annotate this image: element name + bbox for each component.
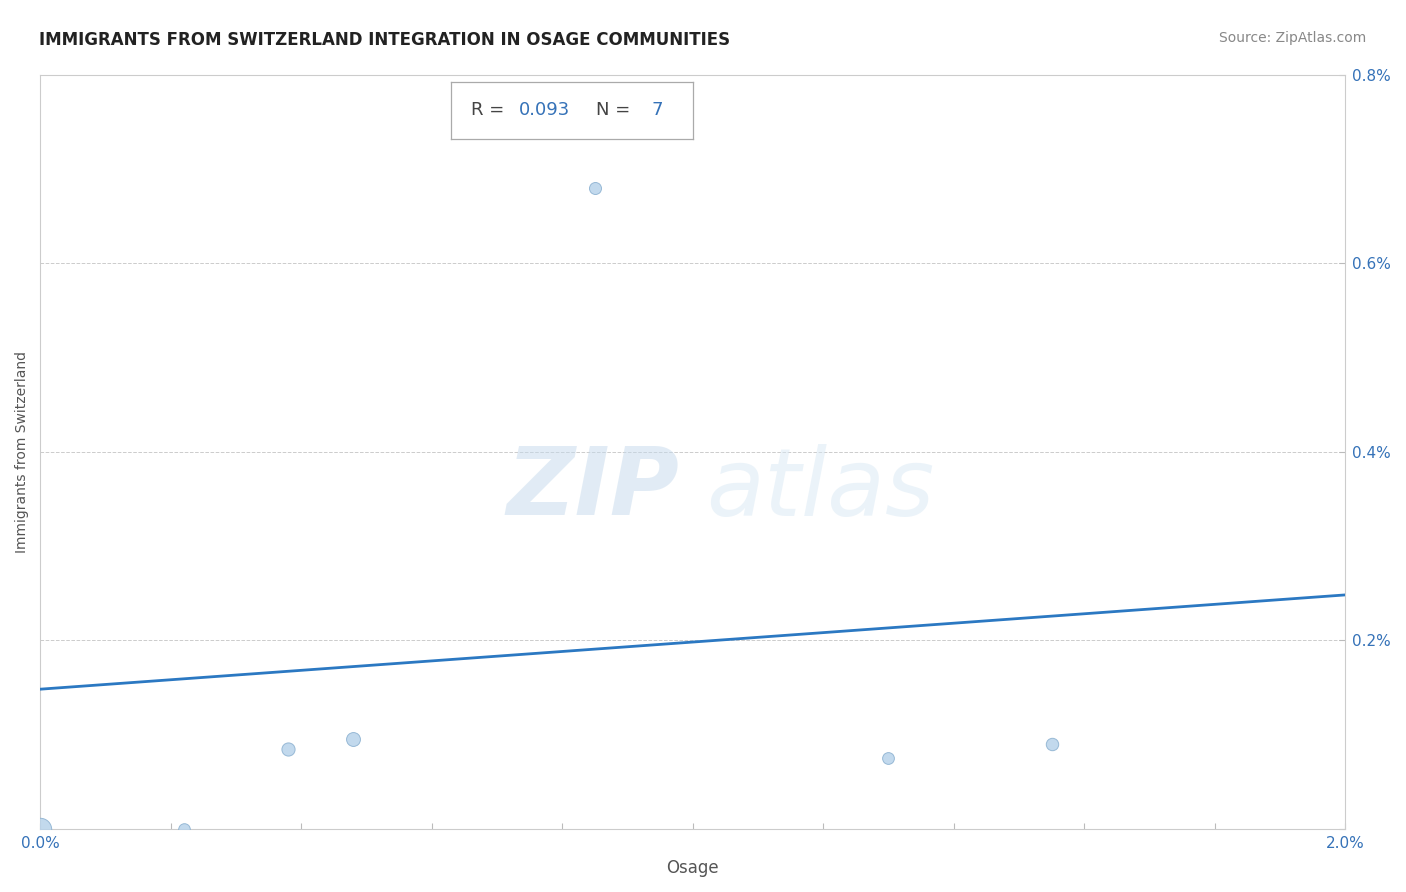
Point xyxy=(877,751,900,765)
Text: atlas: atlas xyxy=(706,444,934,535)
Text: Source: ZipAtlas.com: Source: ZipAtlas.com xyxy=(1219,31,1367,45)
Y-axis label: Immigrants from Switzerland: Immigrants from Switzerland xyxy=(15,351,30,553)
X-axis label: Osage: Osage xyxy=(666,859,718,877)
Text: IMMIGRANTS FROM SWITZERLAND INTEGRATION IN OSAGE COMMUNITIES: IMMIGRANTS FROM SWITZERLAND INTEGRATION … xyxy=(39,31,731,49)
Point xyxy=(30,822,52,836)
Point xyxy=(173,822,195,836)
Point xyxy=(342,732,364,747)
Point xyxy=(583,180,606,194)
Point xyxy=(1040,737,1063,751)
Point xyxy=(277,741,299,756)
Text: ZIP: ZIP xyxy=(506,443,679,535)
